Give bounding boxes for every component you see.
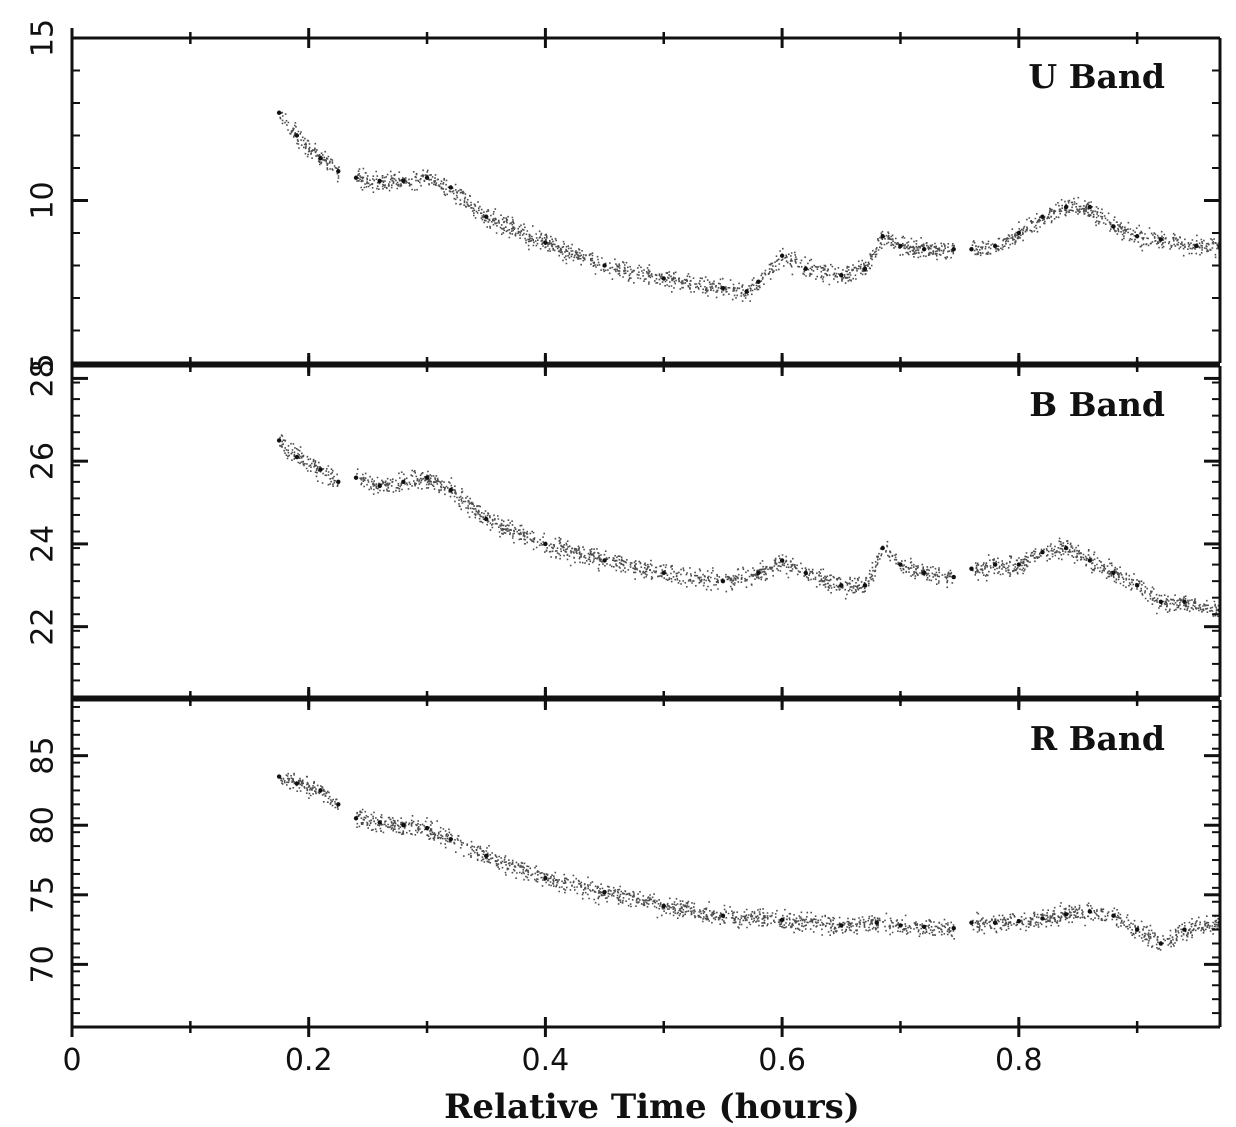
series-2 bbox=[353, 808, 956, 940]
data-point bbox=[1040, 549, 1045, 555]
data-point bbox=[1182, 927, 1187, 932]
x-tick-labels: 0 0.2 0.4 0.6 0.8 bbox=[62, 1043, 1042, 1078]
y-tick-label: 5 bbox=[26, 353, 61, 372]
y-tick-label: 28 bbox=[26, 359, 61, 397]
data-point bbox=[448, 836, 453, 842]
series-1 bbox=[276, 434, 341, 487]
y-tick-label: 24 bbox=[26, 525, 61, 563]
data-point bbox=[276, 438, 282, 443]
x-tick-label: 0 bbox=[62, 1043, 81, 1078]
x-axis-title: Relative Time (hours) bbox=[444, 1087, 860, 1127]
series-1 bbox=[276, 772, 341, 810]
x-tick-label: 0.2 bbox=[285, 1043, 333, 1078]
data-point bbox=[969, 247, 974, 252]
scatter-cloud bbox=[972, 537, 1220, 617]
band-label: B Band bbox=[1029, 385, 1165, 424]
data-point bbox=[276, 110, 282, 115]
data-point bbox=[484, 516, 489, 522]
panel-2: 22 24 26 28 B Band bbox=[26, 356, 1222, 707]
band-label: R Band bbox=[1030, 719, 1165, 758]
series-3 bbox=[969, 902, 1220, 951]
data-point bbox=[602, 558, 607, 563]
band-label: U Band bbox=[1028, 57, 1165, 96]
scatter-cloud bbox=[356, 808, 956, 940]
series-1 bbox=[276, 110, 341, 183]
panel-ticks bbox=[70, 690, 1220, 1037]
scatter-cloud bbox=[971, 902, 1220, 951]
y-tick-label: 15 bbox=[26, 19, 61, 57]
data-point bbox=[1182, 599, 1187, 605]
scatter-cloud bbox=[971, 196, 1220, 259]
data-point bbox=[353, 175, 359, 180]
data-point bbox=[951, 247, 956, 252]
series-2 bbox=[353, 468, 956, 600]
panel-1: 5 10 15 U Band bbox=[26, 19, 1222, 373]
data-point bbox=[336, 802, 341, 807]
scatter-cloud bbox=[279, 111, 340, 183]
scatter-cloud bbox=[356, 167, 955, 302]
y-tick-label: 85 bbox=[26, 737, 61, 775]
data-point bbox=[880, 545, 885, 551]
panel-3: 70 75 80 85 R Band bbox=[26, 690, 1222, 1037]
x-tick-label: 0.4 bbox=[522, 1043, 570, 1078]
y-tick-label: 26 bbox=[26, 442, 61, 480]
data-point bbox=[969, 920, 974, 925]
panels: 5 10 15 U Band 22 24 26 28 B Band 70 75 80 85 R Band bbox=[26, 19, 1222, 1037]
series-3 bbox=[969, 196, 1220, 259]
series-2 bbox=[353, 167, 956, 302]
x-tick-label: 0.8 bbox=[995, 1043, 1043, 1078]
x-tick-label: 0.6 bbox=[758, 1043, 806, 1078]
y-tick-label: 80 bbox=[26, 806, 61, 844]
scatter-cloud bbox=[356, 468, 956, 600]
scatter-cloud bbox=[279, 772, 339, 810]
y-tick-label: 75 bbox=[26, 876, 61, 914]
y-tick-label: 70 bbox=[26, 945, 61, 983]
series-3 bbox=[969, 537, 1220, 617]
y-tick-label: 22 bbox=[26, 608, 61, 646]
scatter-cloud bbox=[279, 434, 340, 487]
data-point bbox=[424, 175, 430, 180]
y-tick-label: 10 bbox=[26, 181, 61, 219]
